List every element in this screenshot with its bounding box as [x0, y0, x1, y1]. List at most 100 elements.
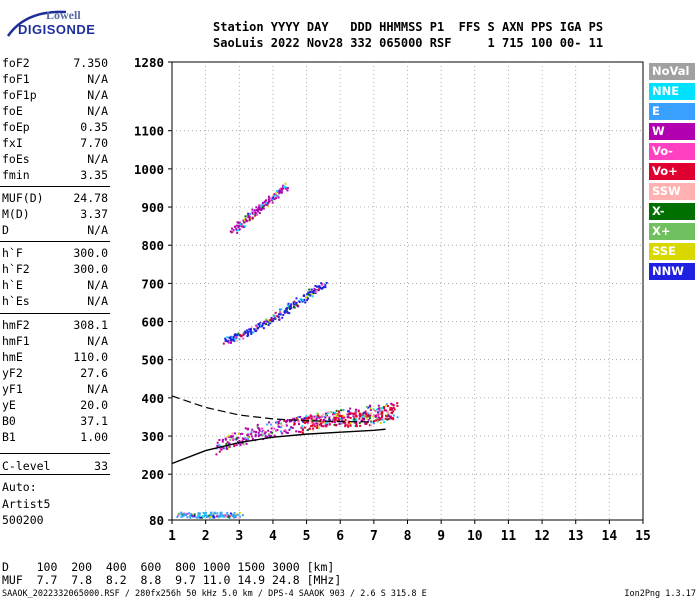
- echo-point: [343, 421, 346, 424]
- param-row-20: yE 20.0: [2, 397, 108, 413]
- echo-point: [254, 433, 257, 436]
- echo-point: [267, 195, 270, 198]
- echo-point: [351, 412, 354, 415]
- echo-point: [218, 438, 221, 441]
- echo-point: [197, 516, 200, 519]
- echo-point: [295, 301, 298, 304]
- param-label: h`Es: [2, 294, 30, 308]
- echo-point: [202, 515, 205, 518]
- echo-point: [268, 320, 271, 323]
- echo-point: [255, 431, 258, 434]
- echo-point: [390, 402, 393, 405]
- echo-point: [385, 409, 388, 412]
- echo-point: [251, 331, 254, 334]
- echo-point: [303, 298, 306, 301]
- param-row-22: B1 1.00: [2, 429, 108, 445]
- echo-point: [271, 318, 274, 321]
- echo-point: [315, 290, 318, 293]
- echo-point: [269, 431, 272, 434]
- echo-point: [251, 216, 254, 219]
- echo-point: [270, 316, 273, 319]
- echo-point: [270, 427, 273, 430]
- echo-point: [266, 320, 269, 323]
- echo-point: [365, 412, 368, 415]
- echo-point: [260, 430, 263, 433]
- x-tick-label: 5: [303, 529, 311, 544]
- echo-point: [314, 292, 317, 295]
- echo-point: [270, 321, 273, 324]
- echo-point: [315, 426, 318, 429]
- echo-point: [325, 281, 328, 284]
- echo-point: [258, 324, 261, 327]
- echo-point: [238, 439, 241, 442]
- echo-point: [197, 513, 200, 516]
- echo-point: [196, 516, 199, 519]
- echo-point: [262, 207, 265, 210]
- echo-point: [245, 439, 248, 442]
- echo-point: [366, 421, 369, 424]
- echo-point: [271, 431, 274, 434]
- echo-point: [237, 436, 240, 439]
- echo-point: [313, 418, 316, 421]
- echo-point: [213, 516, 216, 519]
- param-label: yF2: [2, 366, 23, 380]
- echo-point: [313, 289, 316, 292]
- echo-point: [224, 337, 227, 340]
- echo-point: [286, 419, 289, 422]
- legend-item-sse: SSE: [649, 243, 695, 260]
- echo-point: [251, 212, 254, 215]
- param-value: 3.37: [80, 207, 108, 221]
- echo-point: [212, 515, 215, 518]
- param-label: fxI: [2, 136, 23, 150]
- echo-point: [280, 308, 283, 311]
- echo-point: [328, 422, 331, 425]
- profile-curve: [171, 428, 386, 465]
- echo-point: [347, 410, 350, 413]
- echo-point: [237, 222, 240, 225]
- echo-point: [242, 438, 245, 441]
- echo-point: [246, 434, 249, 437]
- echo-point: [247, 433, 250, 436]
- echo-point: [270, 423, 273, 426]
- echo-point: [226, 340, 229, 343]
- echo-point: [275, 197, 278, 200]
- x-tick-label: 11: [501, 529, 517, 544]
- echo-point: [366, 415, 369, 418]
- echo-point: [396, 416, 399, 419]
- param-row-12: h`F2 300.0: [2, 261, 108, 277]
- echo-point: [220, 448, 223, 451]
- echo-point: [264, 431, 267, 434]
- echo-point: [337, 415, 340, 418]
- echo-point: [273, 317, 276, 320]
- param-label: h`F2: [2, 262, 30, 276]
- echo-point: [248, 215, 251, 218]
- echo-point: [342, 421, 345, 424]
- echo-point: [332, 413, 335, 416]
- legend-item-nnw: NNW: [649, 263, 695, 280]
- param-label: foE: [2, 104, 23, 118]
- echo-point: [242, 333, 245, 336]
- echo-point: [239, 334, 242, 337]
- echo-point: [197, 514, 200, 517]
- echo-point: [239, 223, 242, 226]
- echo-point: [232, 229, 235, 232]
- echo-point: [255, 209, 258, 212]
- echo-point: [368, 414, 371, 417]
- echo-point: [220, 511, 223, 514]
- echo-point: [301, 425, 304, 428]
- echo-point: [335, 413, 338, 416]
- echo-point: [316, 424, 319, 427]
- param-value: N/A: [87, 223, 108, 237]
- echo-point: [216, 444, 219, 447]
- echo-point: [296, 304, 299, 307]
- echo-point: [221, 438, 224, 441]
- echo-point: [243, 220, 246, 223]
- echo-point: [301, 299, 304, 302]
- echo-point: [293, 422, 296, 425]
- param-value: 300.0: [73, 262, 108, 276]
- echo-point: [277, 420, 280, 423]
- echo-point: [241, 442, 244, 445]
- echo-point: [354, 420, 357, 423]
- echo-point: [318, 423, 321, 426]
- echo-point: [340, 416, 343, 419]
